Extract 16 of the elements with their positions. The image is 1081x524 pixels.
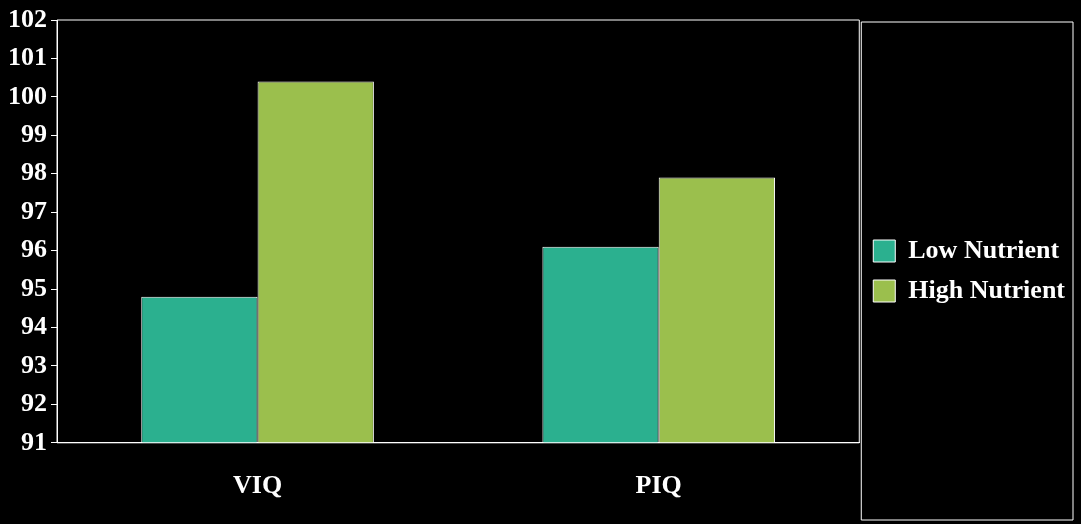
y-tick-label: 97 <box>21 195 47 225</box>
legend-label: Low Nutrient <box>908 234 1060 264</box>
y-tick-label: 100 <box>8 80 47 110</box>
y-tick-label: 91 <box>21 426 47 456</box>
y-tick-label: 94 <box>21 311 47 341</box>
y-tick-label: 102 <box>8 3 47 33</box>
x-tick-label: PIQ <box>635 470 682 500</box>
y-tick-label: 95 <box>21 272 47 302</box>
y-tick-label: 101 <box>8 42 47 72</box>
y-tick-label: 92 <box>21 388 47 418</box>
y-tick-label: 96 <box>21 234 47 264</box>
y-tick-label: 99 <box>21 119 47 149</box>
y-tick-label: 98 <box>21 157 47 187</box>
x-tick-label: VIQ <box>233 470 283 500</box>
y-tick-label: 93 <box>21 349 47 379</box>
legend-label: High Nutrient <box>908 274 1066 304</box>
